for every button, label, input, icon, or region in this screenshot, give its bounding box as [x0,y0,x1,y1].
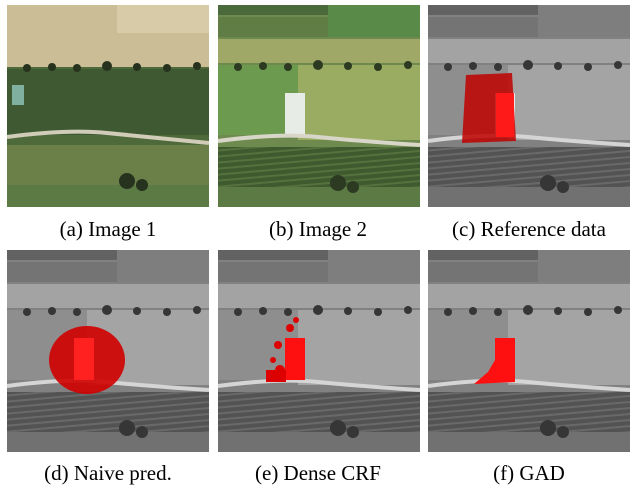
caption: (d) Naive pred. [44,461,172,485]
caption: (b) Image 2 [269,217,367,241]
figure-canvas: (a) Image 1 (b) Image 2 (c) Reference da… [0,0,637,489]
image-panel [218,250,420,452]
figure: (a) Image 1 (b) Image 2 (c) Reference da… [0,0,637,489]
image-panel [218,5,420,207]
caption: (c) Reference data [452,217,607,241]
caption: (e) Dense CRF [255,461,381,485]
caption: (a) Image 1 [60,217,157,241]
image-panel [7,5,209,207]
image-panel [428,250,630,452]
image-panel [428,5,630,207]
image-panel [7,250,209,452]
caption: (f) GAD [493,461,565,485]
